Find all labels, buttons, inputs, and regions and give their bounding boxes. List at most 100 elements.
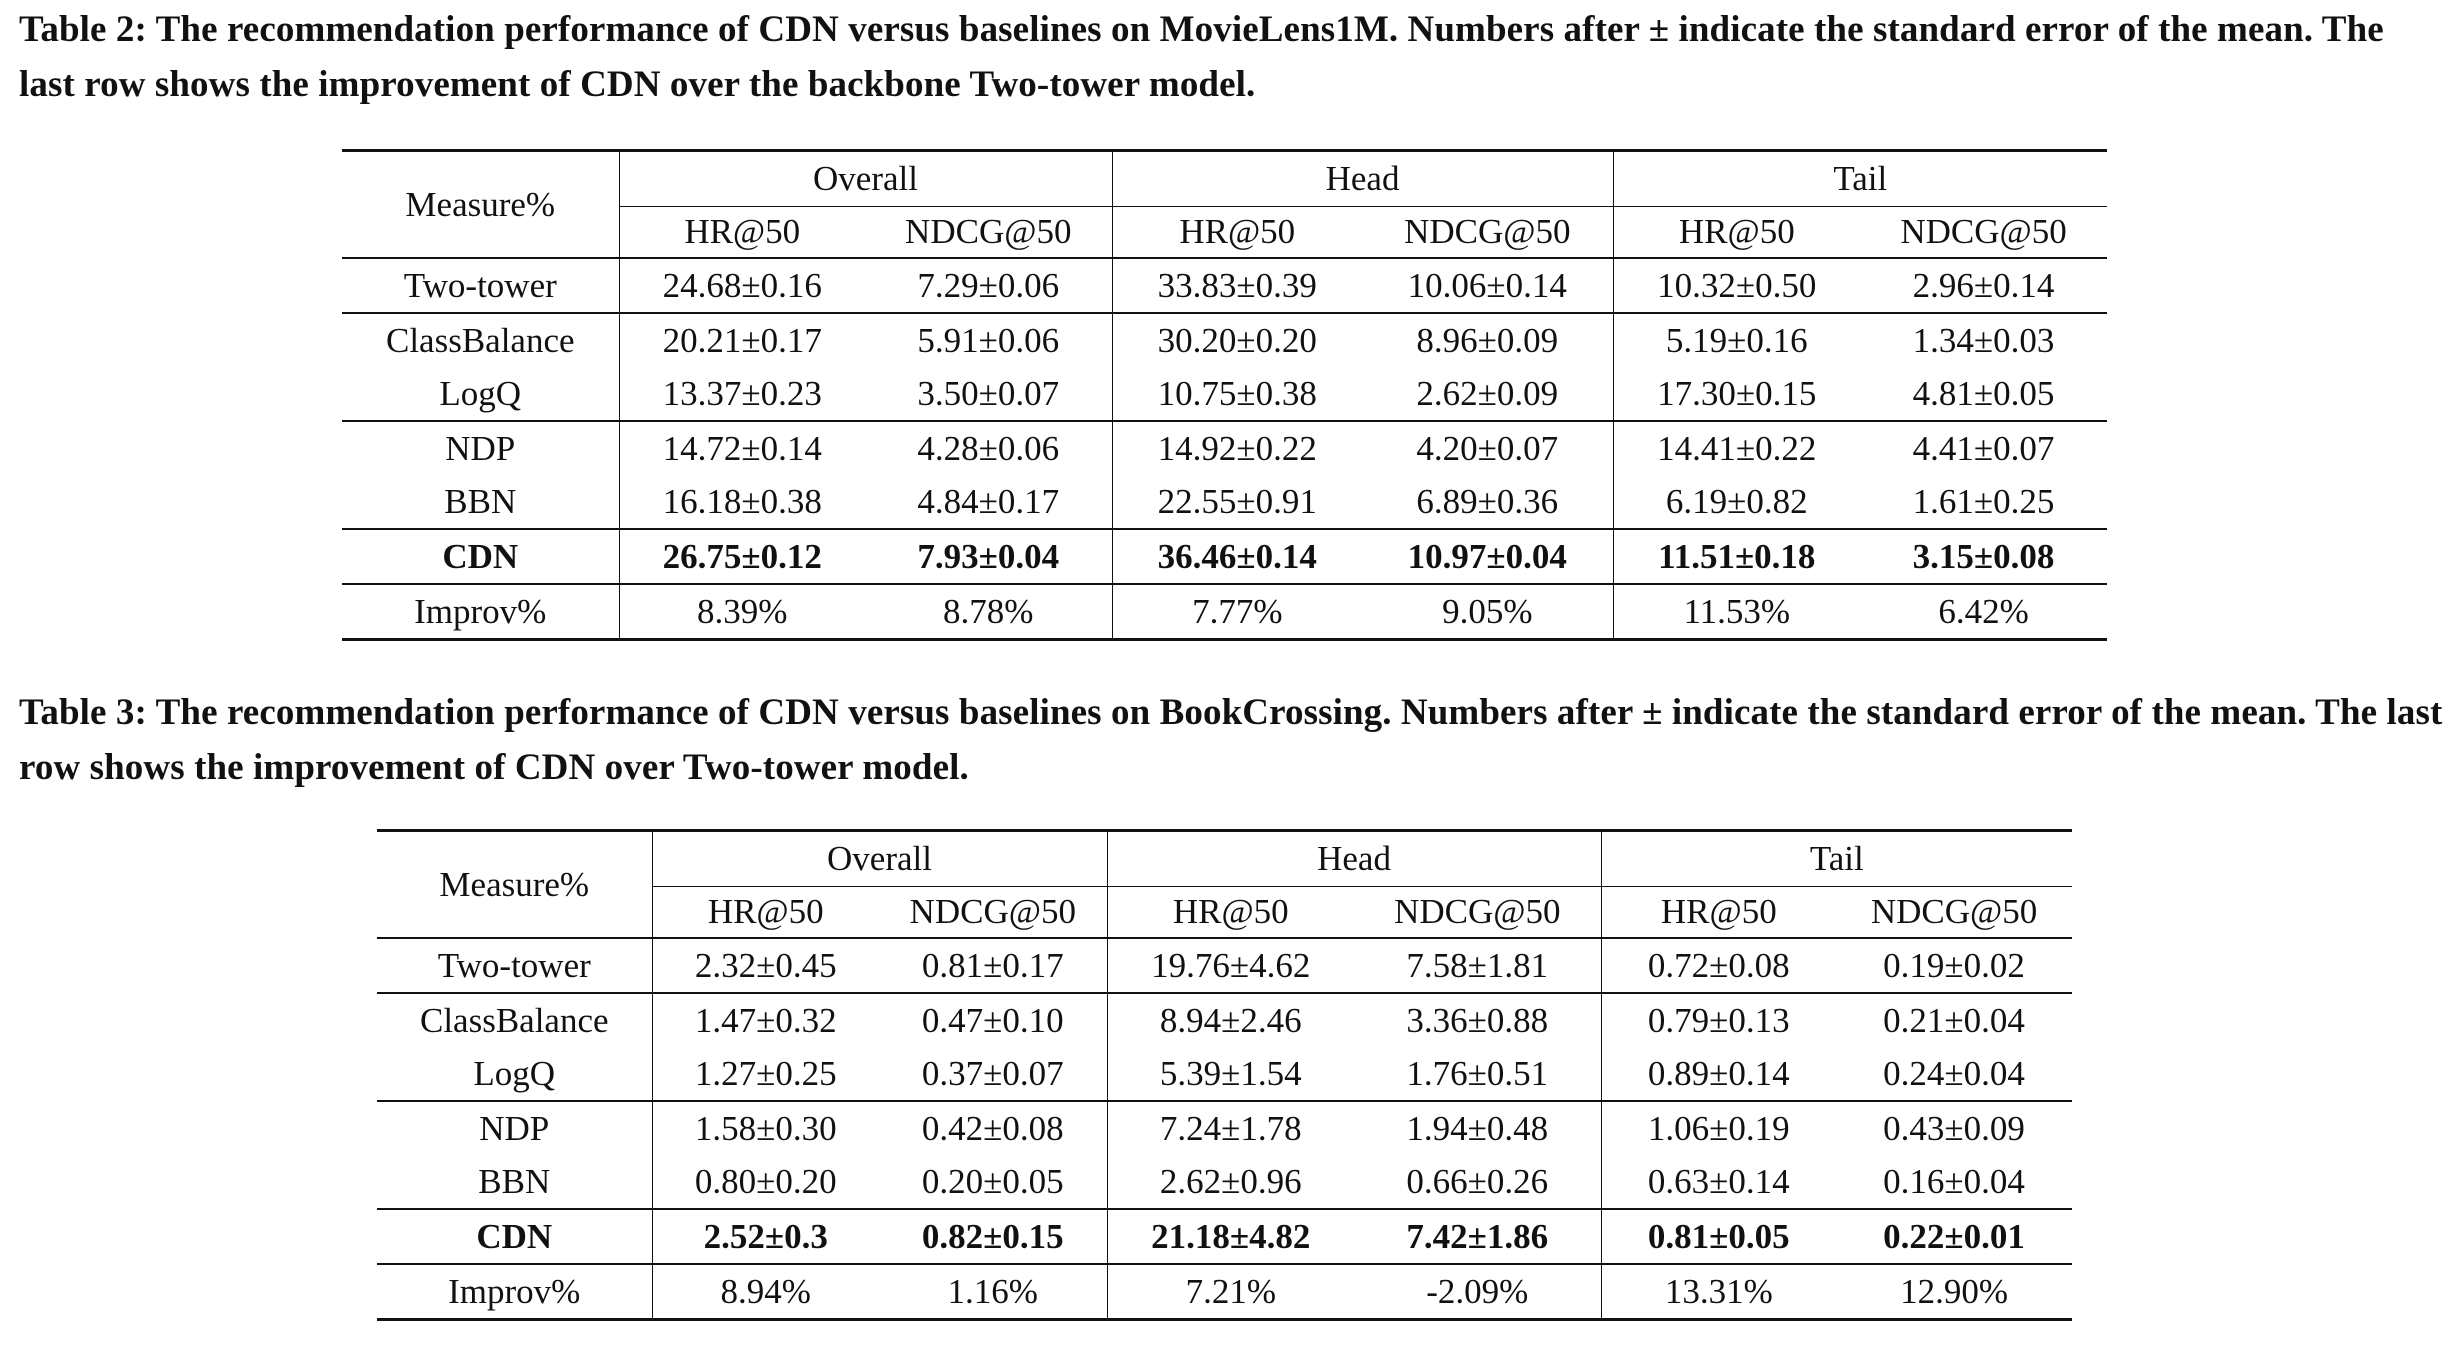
value-cell: 7.29±0.06 (865, 257, 1113, 313)
table-row: LogQ 1.27±0.25 0.37±0.07 5.39±1.54 1.76±0.51… (377, 1047, 2072, 1101)
value-cell: 2.52±0.3 (651, 1208, 879, 1264)
value-cell: 3.15±0.08 (1860, 528, 2108, 584)
metric-header: HR@50 (618, 206, 865, 258)
value-cell: 4.28±0.06 (865, 420, 1113, 475)
table-2-movielens: Measure% Overall Head Tail HR@50 NDCG@50 HR@50… (342, 149, 2108, 641)
metric-header: HR@50 (651, 886, 879, 938)
metric-header: NDCG@50 (1870, 892, 2038, 931)
value-cell: 0.82±0.15 (879, 1208, 1108, 1264)
value-cell: 20.21±0.17 (618, 312, 865, 367)
method-cell: CDN (377, 1208, 652, 1264)
value-cell: 8.94% (651, 1263, 879, 1320)
value-cell: 0.37±0.07 (921, 1053, 1064, 1093)
table-row: LogQ 13.37±0.23 3.50±0.07 10.75±0.38 2.62±0.… (342, 367, 2107, 421)
value-cell: 0.47±0.10 (879, 992, 1108, 1047)
value-cell: 0.72±0.08 (1600, 937, 1837, 993)
value-cell: 11.51±0.18 (1612, 528, 1861, 584)
table-row: BBN 0.80±0.20 0.20±0.05 2.62±0.96 0.66±0.26 0… (377, 1155, 2072, 1209)
metric-header: NDCG@50 (1900, 212, 2067, 251)
value-cell: 4.20±0.07 (1362, 420, 1614, 475)
value-cell: 4.81±0.05 (1912, 373, 2055, 413)
value-cell: 7.42±1.86 (1354, 1208, 1602, 1264)
value-cell: 13.37±0.23 (618, 367, 865, 421)
value-cell: 1.27±0.25 (651, 1047, 879, 1101)
group-header: Overall (651, 830, 1108, 887)
value-cell: 0.63±0.14 (1600, 1155, 1837, 1209)
value-cell: 0.22±0.01 (1836, 1208, 2073, 1264)
method-cell: NDP (342, 420, 619, 475)
table-row: NDP 1.58±0.30 0.42±0.08 7.24±1.78 1.94±0.48 1… (377, 1100, 2073, 1155)
value-cell: 16.18±0.38 (618, 475, 865, 529)
value-cell: 0.81±0.17 (879, 937, 1108, 993)
metric-header: HR@50 (1612, 206, 1861, 258)
metric-header: NDCG@50 (1404, 212, 1571, 251)
value-cell: 14.41±0.22 (1612, 420, 1861, 475)
value-cell: 1.76±0.51 (1406, 1053, 1549, 1093)
group-header: Head (1111, 150, 1614, 207)
method-cell: Two-tower (377, 937, 652, 993)
value-cell: 1.94±0.48 (1354, 1100, 1602, 1155)
value-cell: 1.61±0.25 (1912, 481, 2055, 521)
method-cell: CDN (342, 528, 619, 584)
table-row: Two-tower 2.32±0.45 0.81±0.17 19.76±4.62 7.5… (377, 937, 2073, 993)
value-cell: 1.34±0.03 (1860, 312, 2108, 367)
metric-header: HR@50 (1106, 886, 1355, 938)
value-cell: 4.41±0.07 (1860, 420, 2108, 475)
group-header: Overall (618, 150, 1113, 207)
group-header: Tail (1612, 150, 2108, 207)
value-cell: 12.90% (1836, 1263, 2073, 1320)
value-cell: 7.77% (1111, 583, 1363, 640)
value-cell: 19.76±4.62 (1106, 937, 1355, 993)
value-cell: 1.58±0.30 (651, 1100, 879, 1155)
value-cell: 6.89±0.36 (1416, 481, 1559, 521)
method-cell: LogQ (439, 373, 522, 413)
table-row: CDN 26.75±0.12 7.93±0.04 36.46±0.14 10.97±0.… (342, 528, 2108, 584)
value-cell: 1.16% (879, 1263, 1108, 1320)
table-row: BBN 16.18±0.38 4.84±0.17 22.55±0.91 6.89±0.3… (342, 475, 2107, 529)
method-cell: LogQ (473, 1053, 556, 1093)
value-cell: 7.24±1.78 (1106, 1100, 1355, 1155)
value-cell: 7.21% (1106, 1263, 1355, 1320)
value-cell: 3.50±0.07 (917, 373, 1060, 413)
value-cell: 2.32±0.45 (651, 937, 879, 993)
table-3-caption: Table 3: The recommendation performance … (19, 692, 2443, 788)
table-2-caption: Table 2: The recommendation performance … (19, 9, 2384, 105)
value-cell: 9.05% (1362, 583, 1614, 640)
value-cell: 0.80±0.20 (651, 1155, 879, 1209)
value-cell: 0.89±0.14 (1600, 1047, 1837, 1101)
metric-header: NDCG@50 (1394, 892, 1561, 931)
table-3-bookcrossing: Measure% Overall Head Tail HR@50 NDCG@50 HR@50… (377, 829, 2073, 1321)
value-cell: 8.78% (865, 583, 1113, 640)
corner-header: Measure% (405, 184, 556, 224)
value-cell: 8.94±2.46 (1106, 992, 1355, 1047)
metric-header: HR@50 (1111, 206, 1363, 258)
corner-header: Measure% (439, 864, 590, 904)
value-cell: 33.83±0.39 (1111, 257, 1363, 313)
value-cell: 5.39±1.54 (1106, 1047, 1355, 1101)
value-cell: 11.53% (1612, 583, 1861, 640)
value-cell: 14.92±0.22 (1111, 420, 1363, 475)
value-cell: 7.93±0.04 (865, 528, 1113, 584)
method-cell: NDP (377, 1100, 652, 1155)
table-row: Two-tower 24.68±0.16 7.29±0.06 33.83±0.39 10… (342, 257, 2108, 313)
value-cell: 0.66±0.26 (1406, 1161, 1549, 1201)
value-cell: 22.55±0.91 (1111, 475, 1363, 529)
value-cell: 24.68±0.16 (618, 257, 865, 313)
value-cell: 0.16±0.04 (1883, 1161, 2025, 1201)
method-cell: BBN (444, 481, 517, 521)
group-header: Tail (1600, 830, 2073, 887)
value-cell: 0.43±0.09 (1836, 1100, 2073, 1155)
value-cell: 10.75±0.38 (1111, 367, 1363, 421)
value-cell: 8.96±0.09 (1362, 312, 1614, 367)
value-cell: 4.84±0.17 (917, 481, 1060, 521)
method-cell: Improv% (377, 1263, 652, 1320)
table-row: ClassBalance 20.21±0.17 5.91±0.06 30.20±0.2… (342, 312, 2108, 367)
table-row: CDN 2.52±0.3 0.82±0.15 21.18±4.82 7.42±1.86 0… (377, 1208, 2073, 1264)
table-row: NDP 14.72±0.14 4.28±0.06 14.92±0.22 4.20±0.0… (342, 420, 2108, 475)
metric-header: HR@50 (1600, 886, 1837, 938)
value-cell: 13.31% (1600, 1263, 1837, 1320)
value-cell: 17.30±0.15 (1612, 367, 1861, 421)
value-cell: 14.72±0.14 (618, 420, 865, 475)
value-cell: 1.47±0.32 (651, 992, 879, 1047)
value-cell: 36.46±0.14 (1111, 528, 1363, 584)
